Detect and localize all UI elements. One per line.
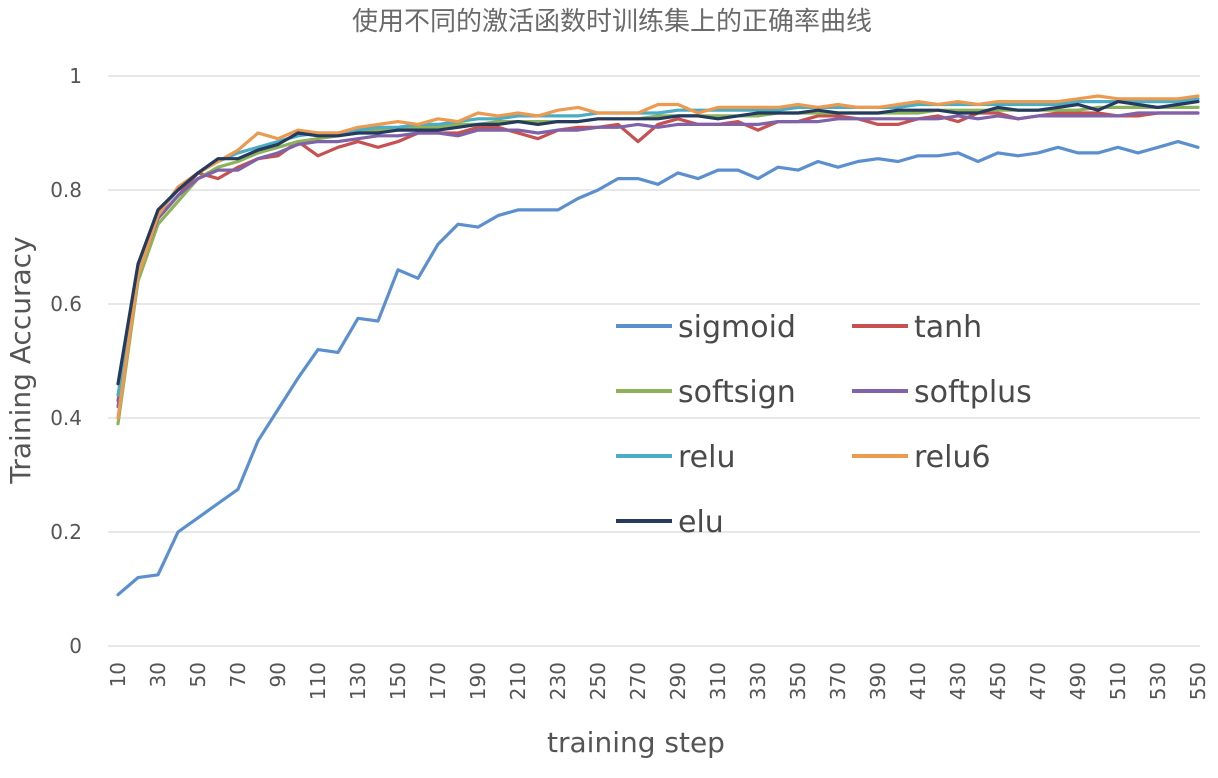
x-tick-label: 390	[866, 662, 890, 700]
x-tick-label: 310	[706, 662, 730, 700]
chart-title: 使用不同的激活函数时训练集上的正确率曲线	[352, 7, 872, 37]
x-tick-label: 550	[1186, 662, 1210, 700]
legend-label-relu: relu	[678, 440, 735, 475]
x-tick-label: 530	[1146, 662, 1170, 700]
x-axis-label: training step	[547, 726, 725, 759]
x-tick-label: 110	[306, 662, 330, 700]
y-axis-ticks: 0 0.2 0.4 0.6 0.8 1	[50, 64, 82, 658]
series-line-softplus	[116, 111, 1200, 409]
x-axis-ticks: 10 30 50 70 90 110 130 150 170 190 210 230 250 270 290…	[106, 662, 1210, 700]
x-tick-label: 490	[1066, 662, 1090, 700]
y-tick-label: 1	[69, 64, 82, 88]
legend-label-softsign: softsign	[678, 375, 796, 410]
x-tick-label: 330	[746, 662, 770, 700]
y-tick-label: 0	[69, 634, 82, 658]
series-line-sigmoid	[116, 140, 1200, 597]
x-tick-label: 250	[586, 662, 610, 700]
series-line-tanh	[116, 111, 1200, 403]
legend-label-tanh: tanh	[914, 310, 982, 345]
x-tick-label: 370	[826, 662, 850, 700]
x-tick-label: 270	[626, 662, 650, 700]
x-tick-label: 290	[666, 662, 690, 700]
y-tick-label: 0.8	[50, 178, 82, 202]
x-tick-label: 350	[786, 662, 810, 700]
x-tick-label: 190	[466, 662, 490, 700]
y-tick-label: 0.2	[50, 520, 82, 544]
x-tick-label: 70	[226, 662, 250, 687]
y-tick-label: 0.6	[50, 292, 82, 316]
series-line-relu6	[116, 94, 1200, 420]
x-tick-label: 510	[1106, 662, 1130, 700]
x-tick-label: 130	[346, 662, 370, 700]
x-tick-label: 430	[946, 662, 970, 700]
y-axis-label: Training Accuracy	[4, 236, 37, 484]
legend-label-sigmoid: sigmoid	[678, 310, 796, 345]
x-tick-label: 30	[146, 662, 170, 687]
legend-label-softplus: softplus	[914, 375, 1032, 410]
x-tick-label: 50	[186, 662, 210, 687]
series-lines	[116, 94, 1200, 597]
x-tick-label: 10	[106, 662, 130, 687]
legend: sigmoid tanh softsign softplus relu relu6 elu	[616, 310, 1032, 540]
x-tick-label: 450	[986, 662, 1010, 700]
x-tick-label: 210	[506, 662, 530, 700]
y-tick-label: 0.4	[50, 406, 82, 430]
x-tick-label: 230	[546, 662, 570, 700]
x-tick-label: 410	[906, 662, 930, 700]
legend-label-relu6: relu6	[914, 440, 991, 475]
grid	[108, 75, 1200, 647]
x-tick-label: 90	[266, 662, 290, 687]
x-tick-label: 150	[386, 662, 410, 700]
x-tick-label: 170	[426, 662, 450, 700]
x-tick-label: 470	[1026, 662, 1050, 700]
series-line-relu	[116, 97, 1200, 397]
legend-label-elu: elu	[678, 505, 724, 540]
series-line-elu	[116, 99, 1200, 386]
